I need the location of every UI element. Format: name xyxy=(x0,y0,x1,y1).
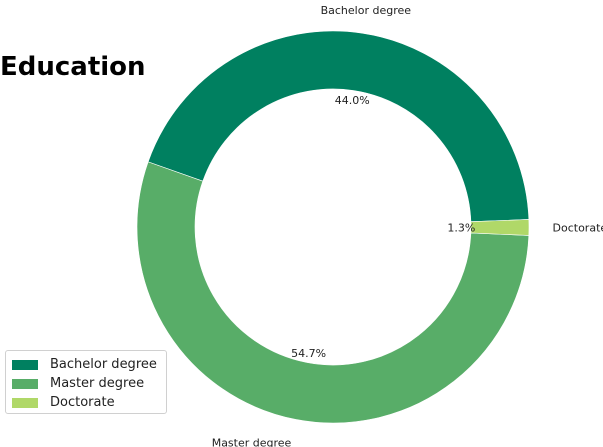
slice-label-doctorate: Doctorate xyxy=(553,222,603,235)
chart-title: Education xyxy=(0,52,146,82)
legend-item-master-degree: Master degree xyxy=(12,374,160,393)
legend-swatch-master-degree xyxy=(12,378,38,389)
legend-item-doctorate: Doctorate xyxy=(12,393,160,412)
chart-legend: Bachelor degree Master degree Doctorate xyxy=(5,350,167,414)
legend-label-master-degree: Master degree xyxy=(50,376,145,391)
legend-swatch-bachelor-degree xyxy=(12,359,38,370)
slice-master-degree xyxy=(136,161,530,424)
legend-label-bachelor-degree: Bachelor degree xyxy=(50,357,157,372)
pct-label-doctorate: 1.3% xyxy=(447,221,475,234)
pct-label-bachelor-degree: 44.0% xyxy=(335,94,370,107)
legend-label-doctorate: Doctorate xyxy=(50,395,115,410)
legend-item-bachelor-degree: Bachelor degree xyxy=(12,355,160,374)
slice-label-bachelor-degree: Bachelor degree xyxy=(321,4,412,17)
slice-bachelor-degree xyxy=(147,30,530,223)
pct-label-master-degree: 54.7% xyxy=(291,347,326,360)
slice-label-master-degree: Master degree xyxy=(212,437,292,447)
legend-swatch-doctorate xyxy=(12,397,38,408)
slice-doctorate xyxy=(470,219,530,236)
